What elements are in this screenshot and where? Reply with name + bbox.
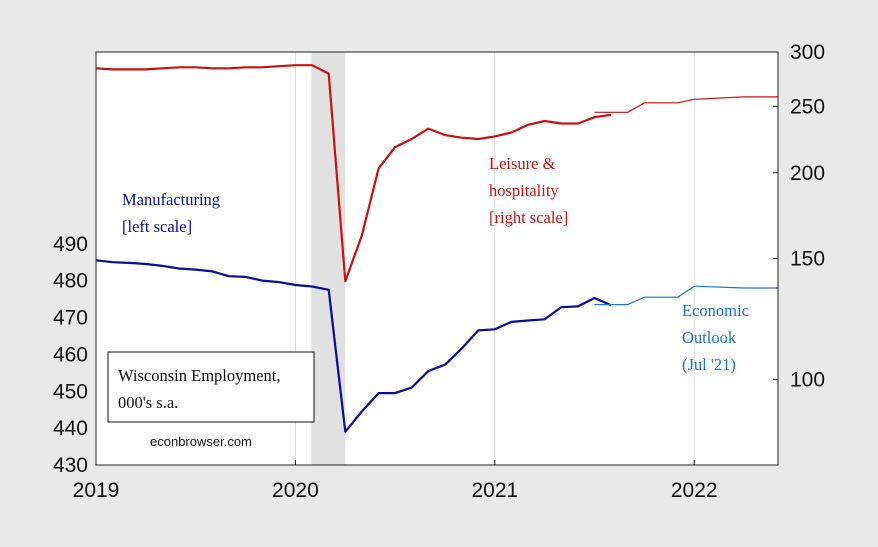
leisure-scale-label: [right scale]: [489, 208, 568, 227]
outlook-label: Economic: [682, 301, 749, 320]
manufacturing-label: Manufacturing: [122, 190, 220, 209]
chart-title: Wisconsin Employment,: [118, 366, 281, 385]
left-tick-label-470: 470: [53, 307, 88, 330]
left-tick-label-460: 460: [53, 343, 88, 366]
right-tick-label-100: 100: [790, 368, 825, 391]
outlook-manufacturing-line: [594, 285, 778, 306]
left-tick-label-450: 450: [53, 380, 88, 403]
left-tick-label-490: 490: [53, 233, 88, 256]
recession-shade: [311, 52, 346, 465]
x-tick-label-2020: 2020: [272, 479, 319, 502]
left-axis: 430 440 450 460 470 480 490: [53, 233, 88, 477]
outlook-label-3: (Jul '21): [682, 355, 736, 374]
right-tick-label-250: 250: [790, 95, 825, 118]
left-tick-label-440: 440: [53, 417, 88, 440]
series-layer: [95, 64, 778, 433]
source-label: econbrowser.com: [150, 434, 252, 449]
leisure-label-2: hospitality: [489, 181, 559, 200]
leisure-line: [95, 64, 612, 283]
outlook-label-2: Outlook: [682, 328, 737, 347]
x-axis: 2019 2020 2021 2022: [73, 460, 718, 502]
right-tick-label-200: 200: [790, 162, 825, 185]
x-tick-label-2019: 2019: [73, 479, 120, 502]
manufacturing-scale-label: [left scale]: [122, 217, 192, 236]
chart-subtitle: 000's s.a.: [118, 393, 178, 412]
outlook-leisure-line: [594, 96, 778, 113]
right-axis: 100 150 200 250 300: [773, 41, 825, 391]
right-tick-label-150: 150: [790, 248, 825, 271]
left-tick-label-430: 430: [53, 454, 88, 477]
leisure-label: Leisure &: [489, 154, 556, 173]
x-tick-label-2021: 2021: [471, 479, 518, 502]
manufacturing-line: [95, 259, 612, 433]
x-tick-label-2022: 2022: [671, 479, 718, 502]
left-tick-label-480: 480: [53, 270, 88, 293]
right-tick-label-300: 300: [790, 41, 825, 64]
title-box: [107, 351, 315, 423]
